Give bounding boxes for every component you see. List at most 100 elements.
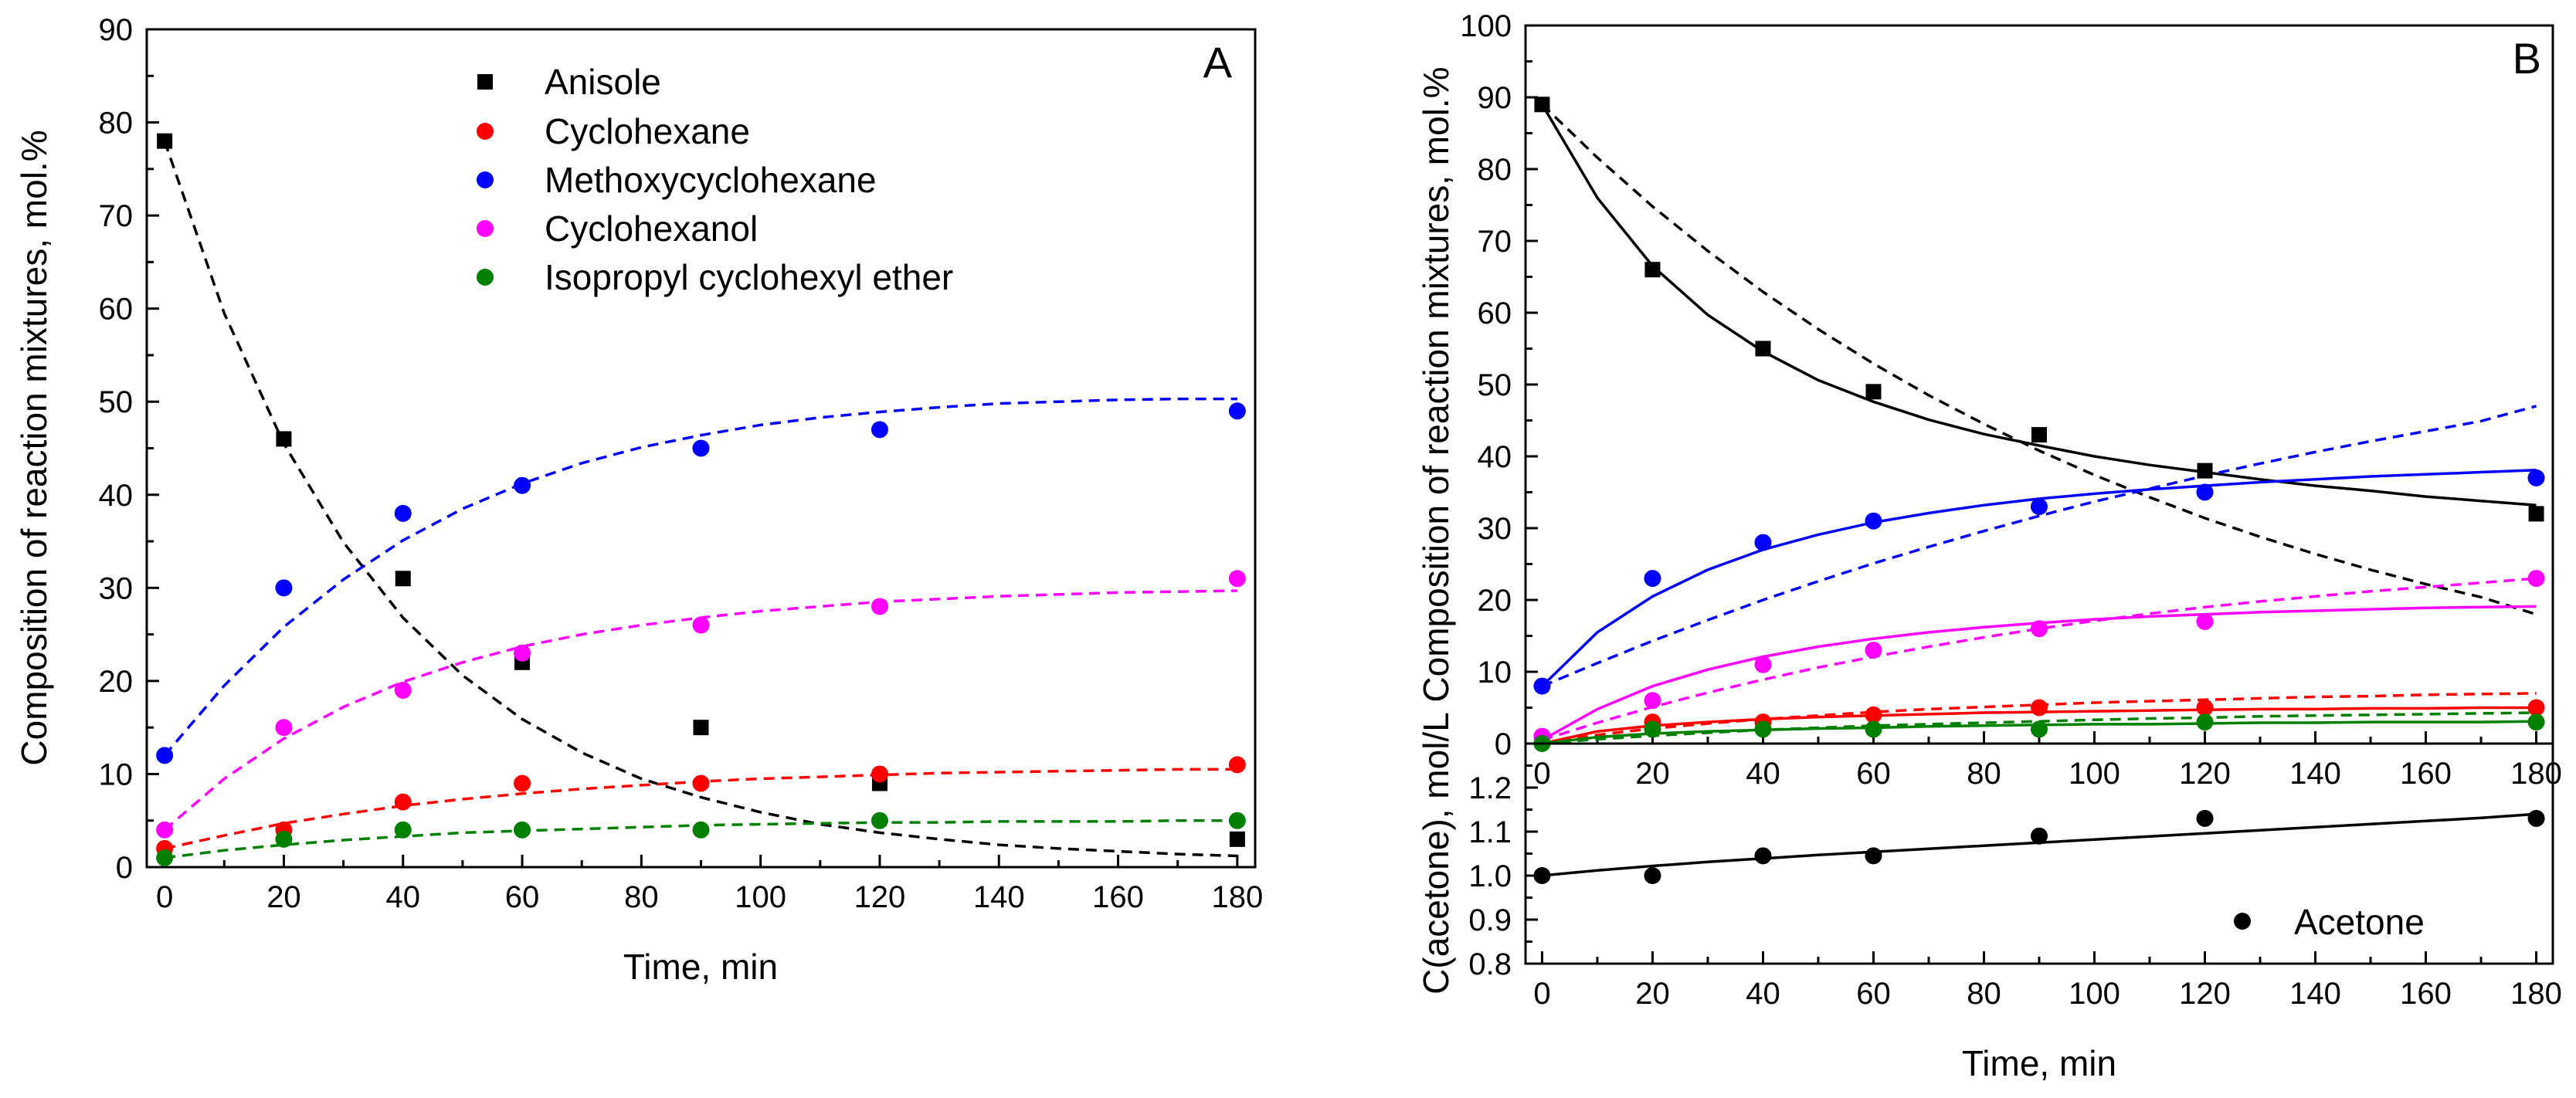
methoxycyclohexane-data-point	[514, 476, 531, 494]
methoxycyclohexane-data-point	[1754, 534, 1772, 551]
isopropyl-data-point	[275, 830, 293, 848]
panel-a-data-points	[156, 133, 1246, 866]
cyclohexanol-dashed-fit-line	[1541, 577, 2537, 742]
cyclohexanol-data-point	[514, 644, 531, 662]
x-tick-label: 40	[385, 880, 420, 914]
x-tick-label: 0	[156, 880, 173, 914]
legend-isopropyl-label: Isopropyl cyclohexyl ether	[545, 257, 953, 297]
anisole-data-point	[1755, 341, 1771, 357]
x-tick-label: 80	[1967, 757, 2001, 791]
acetone-data-point	[1533, 867, 1551, 884]
cyclohexanol-data-point	[871, 598, 888, 615]
panel-b: 0 20 40 60 80 100 120 140 160 180 0 10 20 30 40 50 60 70 8…	[1416, 9, 2562, 791]
isopropyl-data-point	[1644, 720, 1661, 738]
panel-a-axes: 0 20 40 60 80 100 120 140 160 180 0 10 20 30 40 50 60 70 8…	[99, 13, 1264, 914]
anisole-data-point	[2528, 506, 2544, 522]
isopropyl-data-point	[2527, 713, 2545, 731]
x-tick-label: 0	[1533, 977, 1550, 1011]
y-tick-label: 40	[99, 479, 134, 513]
methoxycyclohexane-data-point	[1533, 677, 1551, 695]
x-tick-label: 40	[1746, 977, 1780, 1011]
cyclohexanol-data-point	[1228, 570, 1246, 588]
anisole-data-point	[1865, 384, 1882, 400]
cyclohexanol-data-point	[2196, 612, 2214, 630]
anisole-data-point	[693, 720, 709, 736]
x-tick-label: 20	[1635, 977, 1670, 1011]
cyclohexanol-data-point	[394, 681, 412, 699]
x-tick-label: 80	[1967, 977, 2001, 1011]
methoxycyclohexane-dashed-fit-line	[163, 397, 1237, 757]
cyclohexane-data-point	[692, 774, 710, 792]
methoxycyclohexane-dashed-fit-line	[1541, 405, 2537, 688]
methoxycyclohexane-data-point	[394, 504, 412, 522]
anisole-data-point	[1229, 831, 1245, 847]
cyclohexanol-data-point	[692, 616, 710, 634]
y-tick-label: 30	[99, 571, 134, 605]
panel-a-y-axis-title: Composition of reaction mixtures, mol.%	[14, 130, 54, 765]
x-tick-label: 180	[2510, 977, 2562, 1011]
anisole-dashed-fit-line	[1541, 103, 2537, 616]
methoxycyclohexane-data-point	[1644, 570, 1661, 588]
panel-b-acetone-y-axis-title: C(acetone), mol/L	[1416, 712, 1456, 995]
x-tick-label: 40	[1746, 757, 1780, 791]
x-tick-label: 160	[2400, 977, 2452, 1011]
isopropyl-data-point	[871, 812, 888, 829]
x-tick-label: 60	[1856, 757, 1891, 791]
y-tick-label: 40	[1478, 440, 1512, 474]
y-tick-label: 0	[116, 851, 133, 885]
panel-b-acetone: 0 20 40 60 80 100 120 140 160 1800.80.91.01.11.2 …	[1416, 712, 2562, 1083]
x-tick-label: 20	[1635, 757, 1670, 791]
panel-b-y-axis-title: Composition of reaction mixtures, mol.%	[1416, 66, 1456, 702]
methoxycyclohexane-data-point	[2196, 483, 2214, 501]
x-tick-label: 60	[505, 880, 540, 914]
anisole-data-point	[157, 133, 173, 149]
panel-b-x-axis-title: Time, min	[1962, 1043, 2116, 1083]
y-tick-label: 100	[1460, 9, 1512, 43]
cyclohexane-data-point	[514, 774, 531, 792]
y-tick-label: 0.9	[1468, 903, 1512, 937]
cyclohexane-data-point	[2196, 699, 2214, 717]
panel-a-x-axis-title: Time, min	[623, 947, 778, 987]
legend-methoxycyclohexane-marker	[477, 171, 494, 188]
isopropyl-data-point	[156, 849, 174, 866]
acetone-data-point	[2031, 827, 2048, 845]
isopropyl-data-point	[394, 821, 412, 839]
y-tick-label: 0.8	[1468, 947, 1512, 981]
y-tick-label: 90	[99, 13, 134, 47]
cyclohexanol-data-point	[1754, 656, 1772, 673]
acetone-data-point	[2196, 809, 2214, 827]
isopropyl-data-point	[2031, 720, 2048, 738]
cyclohexanol-data-point	[2527, 570, 2545, 588]
x-tick-label: 180	[1211, 880, 1263, 914]
x-tick-label: 140	[2289, 977, 2341, 1011]
y-tick-label: 1.1	[1468, 815, 1512, 849]
cyclohexane-data-point	[2527, 699, 2545, 717]
y-tick-label: 50	[1478, 368, 1512, 402]
legend-cyclohexanol-label: Cyclohexanol	[545, 208, 758, 249]
anisole-data-point	[1644, 262, 1661, 278]
methoxycyclohexane-data-point	[156, 747, 174, 764]
x-tick-label: 160	[2400, 757, 2452, 791]
y-tick-label: 0	[1495, 727, 1512, 761]
y-tick-label: 1.0	[1468, 859, 1512, 893]
panel-a-letter: A	[1203, 38, 1233, 86]
methoxycyclohexane-data-point	[1228, 402, 1246, 420]
legend-cyclohexane-label: Cyclohexane	[545, 111, 750, 151]
cyclohexane-data-point	[394, 793, 412, 811]
isopropyl-data-point	[692, 821, 710, 839]
anisole-data-point	[2197, 463, 2213, 479]
anisole-data-point	[1534, 97, 1550, 113]
y-tick-label: 90	[1478, 81, 1512, 115]
y-tick-label: 50	[99, 385, 134, 419]
anisole-data-point	[2031, 427, 2047, 443]
y-tick-label: 60	[99, 293, 134, 327]
methoxycyclohexane-data-point	[275, 579, 293, 597]
cyclohexanol-data-point	[156, 821, 174, 839]
legend-isopropyl-marker	[477, 269, 494, 286]
isopropyl-data-point	[2196, 713, 2214, 731]
methoxycyclohexane-data-point	[2031, 498, 2048, 516]
y-tick-label: 70	[1478, 225, 1512, 259]
anisole-solid-fit-line	[1540, 103, 2537, 507]
methoxycyclohexane-data-point	[871, 421, 888, 439]
